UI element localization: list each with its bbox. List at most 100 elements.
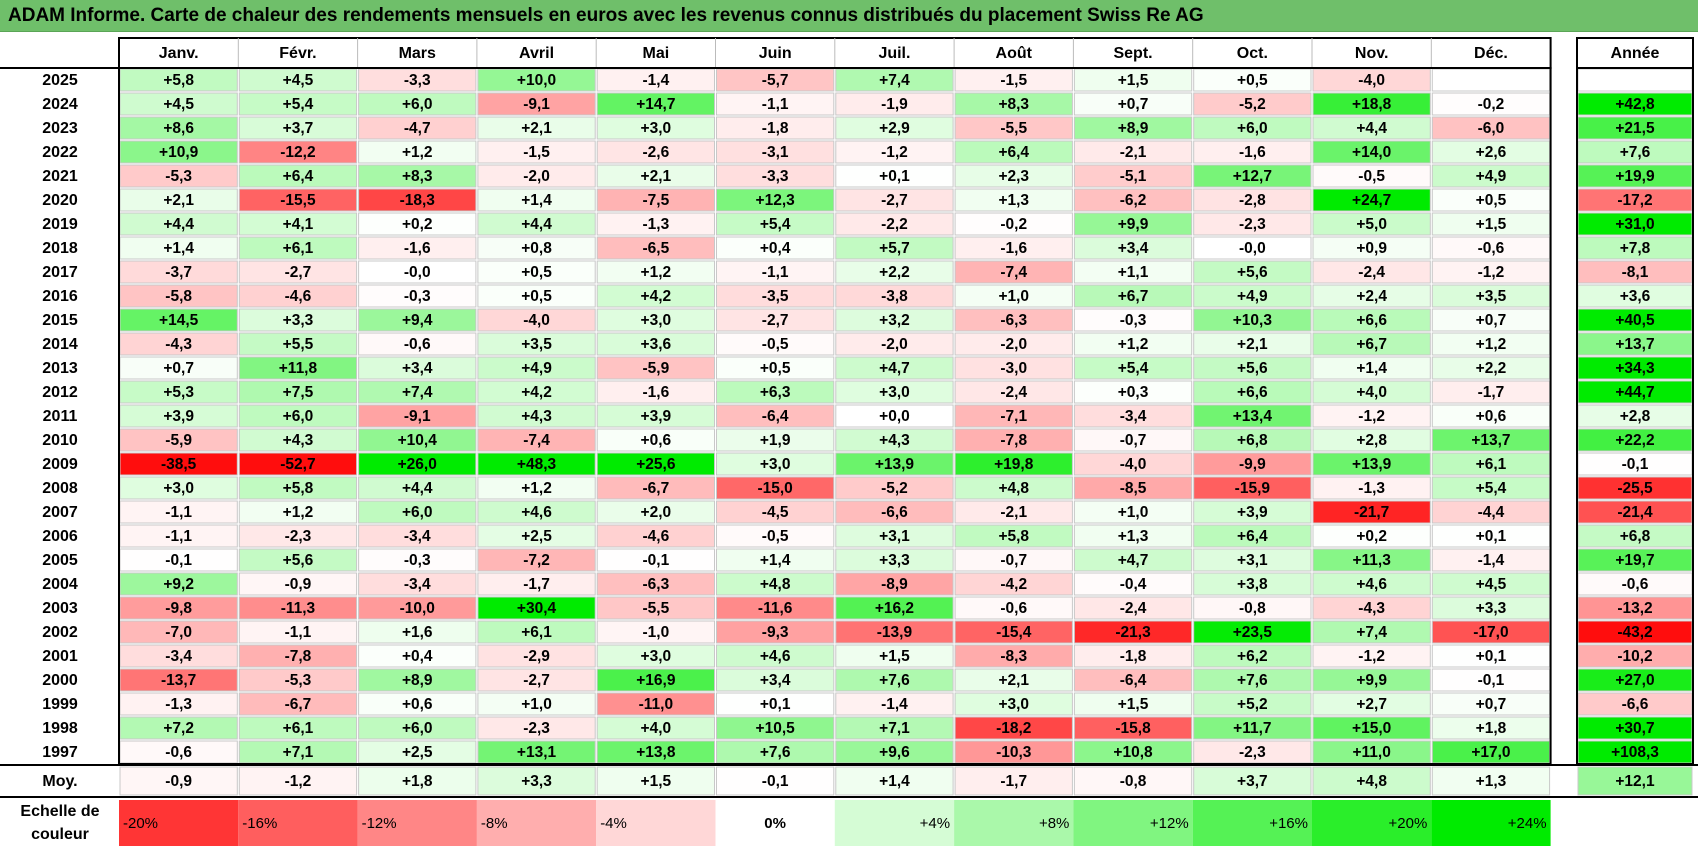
heatmap-cell: [835, 452, 954, 476]
heatmap-cell: [835, 332, 954, 356]
heatmap-cell: [358, 212, 477, 236]
cell-value: -0,3: [1120, 312, 1147, 329]
month-header: Nov.: [1355, 45, 1388, 62]
cell-value: -2,4: [1120, 600, 1147, 617]
heatmap-cell: [238, 380, 358, 404]
cell-value: -1,3: [1358, 480, 1385, 497]
average-value: +1,4: [879, 773, 910, 790]
heatmap-cell: [1073, 284, 1193, 308]
heatmap-cell: [1073, 404, 1193, 428]
average-cell: [358, 766, 477, 796]
cell-value: +6,6: [1237, 384, 1268, 401]
heatmap-cell: [1312, 356, 1431, 380]
scale-swatch: [1073, 800, 1193, 846]
cell-value: +7,2: [163, 720, 194, 737]
cell-value: -5,9: [642, 360, 669, 377]
heatmap-cell: [596, 692, 716, 716]
cell-value: +6,7: [1356, 336, 1387, 353]
cell-value: +5,4: [1476, 480, 1507, 497]
heatmap-cell: [1073, 92, 1193, 116]
cell-value: +4,4: [521, 216, 552, 233]
cell-value: +2,5: [521, 528, 552, 545]
cell-value: +4,2: [641, 288, 672, 305]
cell-value: -7,8: [285, 648, 312, 665]
heatmap-cell: [358, 236, 477, 260]
annual-value: +13,7: [1615, 336, 1654, 353]
cell-value: -5,5: [642, 600, 669, 617]
cell-value: -5,8: [165, 288, 192, 305]
cell-value: -1,8: [762, 120, 789, 137]
year-label: 2003: [42, 600, 78, 617]
cell-value: +6,7: [1118, 288, 1149, 305]
cell-value: +4,6: [760, 648, 791, 665]
heatmap-cell: [1312, 692, 1431, 716]
heatmap-cell: [716, 452, 835, 476]
heatmap-cell: [358, 404, 477, 428]
heatmap-cell: [358, 188, 477, 212]
heatmap-cell: [1312, 380, 1431, 404]
average-value: -0,1: [762, 773, 789, 790]
cell-value: +2,8: [1356, 432, 1387, 449]
cell-value: -0,7: [1000, 552, 1027, 569]
average-value: -1,7: [1000, 773, 1027, 790]
heatmap-cell: [238, 140, 358, 164]
cell-value: +4,5: [1476, 576, 1507, 593]
cell-value: -13,9: [877, 624, 913, 641]
average-cell: [1193, 766, 1312, 796]
cell-value: +4,0: [641, 720, 672, 737]
cell-value: +4,8: [760, 576, 791, 593]
cell-value: -3,4: [165, 648, 192, 665]
cell-value: -2,3: [523, 720, 550, 737]
cell-value: +8,3: [998, 96, 1029, 113]
heatmap-cell: [238, 668, 358, 692]
cell-value: -0,0: [1239, 240, 1266, 257]
heatmap-cell: [238, 236, 358, 260]
cell-value: +5,8: [283, 480, 314, 497]
cell-value: -3,4: [404, 576, 431, 593]
average-cell: [835, 766, 954, 796]
cell-value: -3,3: [762, 168, 789, 185]
scale-step-label: +20%: [1389, 815, 1428, 832]
cell-value: -4,4: [1478, 504, 1505, 521]
cell-value: +5,3: [163, 384, 194, 401]
average-cell: [596, 766, 716, 796]
scale-swatch: [954, 800, 1074, 846]
heatmap-cell: [477, 308, 596, 332]
cell-value: +3,9: [641, 408, 672, 425]
heatmap-cell: [1431, 68, 1551, 92]
cell-value: +6,0: [283, 408, 314, 425]
cell-value: +2,1: [163, 192, 194, 209]
heatmap-cell: [596, 428, 716, 452]
cell-value: +1,5: [1476, 216, 1507, 233]
cell-value: +10,5: [756, 720, 796, 737]
year-label: 2016: [42, 288, 78, 305]
cell-value: -17,0: [1473, 624, 1508, 641]
cell-value: -18,2: [996, 720, 1031, 737]
cell-value: -0,2: [1478, 96, 1505, 113]
heatmap-cell: [596, 212, 716, 236]
cell-value: +8,6: [163, 120, 194, 137]
cell-value: +6,6: [1356, 312, 1387, 329]
cell-value: -6,6: [881, 504, 908, 521]
scale-step-label: -12%: [362, 815, 397, 832]
cell-value: -2,4: [1358, 264, 1385, 281]
heatmap-cell: [596, 140, 716, 164]
cell-value: +1,9: [760, 432, 791, 449]
cell-value: +10,0: [517, 72, 556, 89]
heatmap-cell: [238, 212, 358, 236]
cell-value: +7,1: [879, 720, 910, 737]
cell-value: +0,4: [760, 240, 791, 257]
heatmap-cell: [716, 620, 835, 644]
cell-value: +4,0: [1356, 384, 1387, 401]
annual-header: Année: [1611, 45, 1660, 62]
heatmap-cell: [1073, 524, 1193, 548]
heatmap-cell: [1073, 572, 1193, 596]
heatmap-cell: [1073, 116, 1193, 140]
cell-value: -2,8: [1239, 192, 1266, 209]
heatmap-cell: [1312, 524, 1431, 548]
heatmap-cell: [477, 92, 596, 116]
heatmap-cell: [596, 572, 716, 596]
heatmap-cell: [1312, 572, 1431, 596]
scale-step-label: +12%: [1150, 815, 1189, 832]
cell-value: -5,5: [1000, 120, 1027, 137]
